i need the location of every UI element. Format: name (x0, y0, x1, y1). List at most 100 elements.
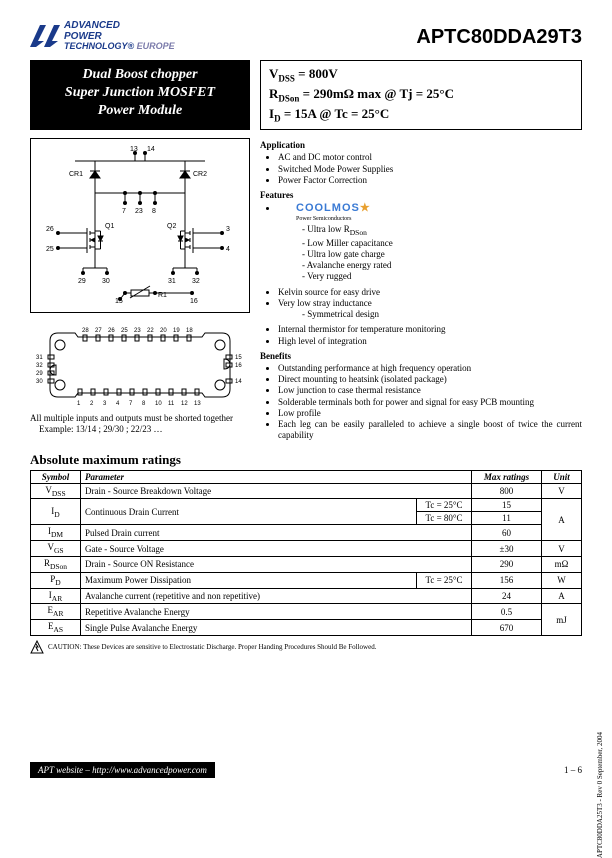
coolmos-subtitle: Power Semiconductors (296, 216, 582, 224)
page-number: 1 – 6 (564, 765, 582, 775)
svg-text:14: 14 (235, 379, 242, 385)
ratings-table: Symbol Parameter Max ratings Unit VDSSDr… (30, 470, 582, 636)
circuit-diagram: 13 14 CR1 CR2 7 23 (30, 138, 250, 313)
features-heading: Features (260, 190, 582, 200)
svg-text:32: 32 (36, 363, 43, 369)
application-list: AC and DC motor control Switched Mode Po… (260, 152, 582, 186)
svg-text:29: 29 (36, 371, 43, 377)
pin-25: 25 (46, 246, 54, 253)
footer-website: APT website – http://www.advancedpower.c… (30, 762, 215, 778)
left-column: 13 14 CR1 CR2 7 23 (30, 138, 250, 445)
list-item: Direct mounting to heatsink (isolated pa… (278, 374, 582, 385)
product-title-box: Dual Boost chopper Super Junction MOSFET… (30, 60, 250, 131)
pin-32: 32 (192, 278, 200, 285)
coolmos-features: Ultra low RDSon Low Miller capacitance U… (278, 224, 582, 282)
package-outline: 2827262523222019181234781011121331322930… (30, 321, 250, 411)
table-header-row: Symbol Parameter Max ratings Unit (31, 470, 582, 483)
svg-text:23: 23 (134, 328, 141, 334)
pin-13: 13 (130, 146, 138, 153)
svg-text:13: 13 (194, 401, 201, 407)
logo-reg: ® (128, 41, 135, 51)
spec1-pre: V (269, 66, 278, 81)
caution-text: CAUTION: These Devices are sensitive to … (48, 643, 376, 651)
pin-23: 23 (135, 208, 143, 215)
svg-text:30: 30 (36, 379, 43, 385)
svg-text:22: 22 (147, 328, 154, 334)
list-item: Very rugged (302, 271, 582, 282)
col-parameter: Parameter (81, 470, 472, 483)
main-content: 13 14 CR1 CR2 7 23 (30, 138, 582, 445)
list-item: High level of integration (278, 336, 582, 347)
svg-text:10: 10 (155, 401, 162, 407)
company-logo: ADVANCED POWER TECHNOLOGY® EUROPE (30, 20, 175, 52)
spec2-post: = 290mΩ max @ Tj = 25°C (299, 86, 454, 101)
page-header: ADVANCED POWER TECHNOLOGY® EUROPE APTC80… (30, 20, 582, 52)
list-item: Power Factor Correction (278, 175, 582, 186)
col-symbol: Symbol (31, 470, 81, 483)
coolmos-logo: COOLMOS★ (296, 202, 582, 216)
svg-text:2: 2 (90, 401, 94, 407)
svg-text:12: 12 (181, 401, 188, 407)
key-specs-box: VDSS = 800V RDSon = 290mΩ max @ Tj = 25°… (260, 60, 582, 131)
list-item: AC and DC motor control (278, 152, 582, 163)
list-item: Kelvin source for easy drive (278, 287, 582, 298)
logo-icon (30, 25, 60, 47)
features-list: COOLMOS★ Power Semiconductors Ultra low … (260, 202, 582, 347)
svg-text:4: 4 (116, 401, 120, 407)
note-line1: All multiple inputs and outputs must be … (30, 413, 233, 423)
list-item: Low Miller capacitance (302, 238, 582, 249)
logo-line3: TECHNOLOGY (64, 41, 128, 51)
svg-text:31: 31 (36, 355, 43, 361)
svg-text:3: 3 (103, 401, 107, 407)
svg-text:19: 19 (173, 328, 180, 334)
pin-7: 7 (122, 208, 126, 215)
svg-text:28: 28 (82, 328, 89, 334)
esd-icon (30, 640, 44, 654)
list-item: Very low stray inductance Symmetrical de… (278, 298, 582, 321)
svg-text:1: 1 (77, 401, 81, 407)
svg-text:18: 18 (186, 328, 193, 334)
title-line1: Dual Boost chopper (82, 67, 197, 82)
cr1-label: CR1 (69, 171, 83, 178)
ratings-heading: Absolute maximum ratings (30, 452, 582, 468)
benefits-heading: Benefits (260, 351, 582, 361)
revision-text: APTC80DDA25T3 - Rev 0 September, 2004 (596, 732, 604, 858)
esd-caution: CAUTION: These Devices are sensitive to … (30, 640, 582, 654)
pin-30: 30 (102, 278, 110, 285)
list-item: Avalanche energy rated (302, 260, 582, 271)
pin-3: 3 (226, 226, 230, 233)
list-item: Outstanding performance at high frequenc… (278, 363, 582, 374)
coolmos-star-icon: ★ (360, 202, 371, 214)
pin-29: 29 (78, 278, 86, 285)
col-max: Max ratings (472, 470, 542, 483)
pin-16: 16 (190, 298, 198, 305)
pin-8: 8 (152, 208, 156, 215)
svg-text:25: 25 (121, 328, 128, 334)
svg-text:27: 27 (95, 328, 102, 334)
q1-label: Q1 (105, 223, 114, 230)
list-item: COOLMOS★ Power Semiconductors Ultra low … (278, 202, 582, 282)
part-number: APTC80DDA29T3 (416, 26, 582, 49)
svg-text:20: 20 (160, 328, 167, 334)
svg-text:16: 16 (235, 363, 242, 369)
list-item: Internal thermistor for temperature moni… (278, 324, 582, 335)
logo-text: ADVANCED POWER TECHNOLOGY® EUROPE (64, 20, 175, 52)
list-item: Switched Mode Power Supplies (278, 164, 582, 175)
spec1-post: = 800V (295, 66, 338, 81)
pin-31: 31 (168, 278, 176, 285)
svg-text:15: 15 (235, 355, 242, 361)
title-line3: Power Module (98, 103, 182, 118)
cr2-label: CR2 (193, 171, 207, 178)
list-item: Low profile (278, 408, 582, 419)
spec2-pre: R (269, 86, 278, 101)
list-item: Symmetrical design (302, 309, 582, 320)
pin-26: 26 (46, 226, 54, 233)
list-item: Ultra low gate charge (302, 249, 582, 260)
q2-label: Q2 (167, 223, 176, 230)
application-heading: Application (260, 140, 582, 150)
logo-europe: EUROPE (137, 41, 175, 51)
list-item: Each leg can be easily paralleled to ach… (278, 419, 582, 442)
svg-text:8: 8 (142, 401, 146, 407)
logo-line1: ADVANCED (64, 20, 120, 31)
note-line2: Example: 13/14 ; 29/30 ; 22/23 … (39, 424, 163, 434)
